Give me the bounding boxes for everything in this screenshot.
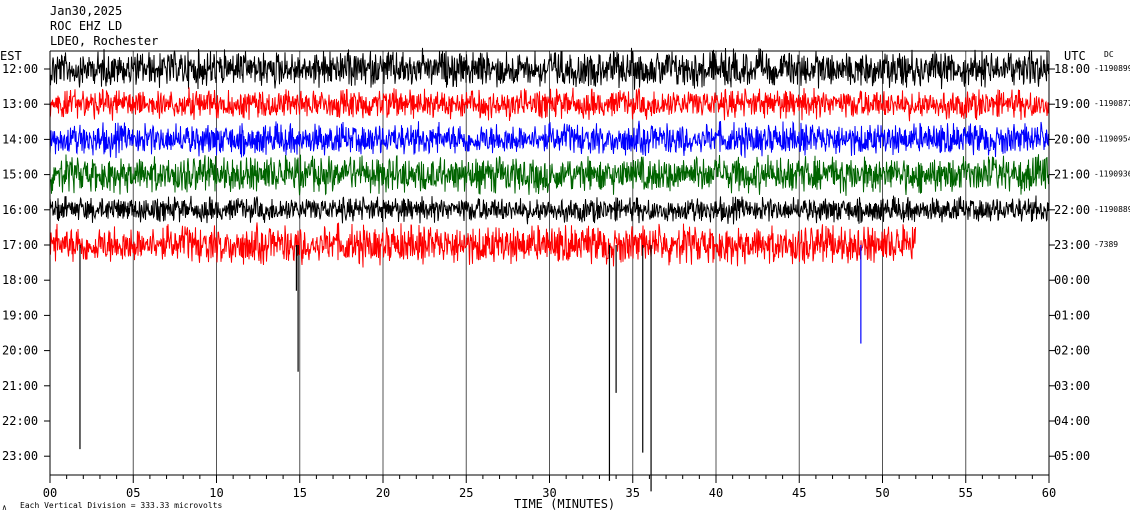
utc-row-label: 00:00 <box>1054 273 1090 287</box>
trace-5 <box>49 222 916 268</box>
trace-4 <box>49 195 1050 225</box>
utc-row-label: 03:00 <box>1054 379 1090 393</box>
utc-row-label: 05:00 <box>1054 449 1090 463</box>
utc-row-label: 18:00 <box>1054 62 1090 76</box>
est-row-label: 18:00 <box>2 273 38 287</box>
trace-1 <box>49 87 1050 122</box>
utc-row-label: 23:00 <box>1054 238 1090 252</box>
est-row-label: 19:00 <box>2 308 38 322</box>
dc-offset-label: -1190954 <box>1094 134 1130 143</box>
dc-offset-label: -1190877 <box>1094 99 1130 108</box>
dc-label: DC <box>1104 50 1114 59</box>
header-date: Jan30,2025 <box>50 4 122 18</box>
est-row-label: 13:00 <box>2 97 38 111</box>
left-axis-label: EST <box>0 49 22 63</box>
x-tick-label: 00 <box>43 486 57 500</box>
utc-row-label: 19:00 <box>1054 97 1090 111</box>
header-station: ROC EHZ LD <box>50 19 122 33</box>
utc-row-label: 01:00 <box>1054 308 1090 322</box>
trace-layer <box>49 47 1050 268</box>
est-row-label: 20:00 <box>2 344 38 358</box>
est-row-label: 17:00 <box>2 238 38 252</box>
est-row-label: 14:00 <box>2 132 38 146</box>
x-tick-label: 55 <box>959 486 973 500</box>
est-row-label: 15:00 <box>2 168 38 182</box>
grid-layer <box>132 51 967 475</box>
right-axis-label: UTC <box>1064 49 1086 63</box>
x-tick-label: 05 <box>126 486 140 500</box>
utc-row-label: 20:00 <box>1054 132 1090 146</box>
dc-offset-label: -1190936 <box>1094 170 1130 179</box>
dc-offset-label: -1190899 <box>1094 64 1130 73</box>
trace-3 <box>49 154 1050 196</box>
x-axis-title: TIME (MINUTES) <box>514 497 615 511</box>
x-tick-label: 60 <box>1042 486 1056 500</box>
dc-offset-label: -1190889 <box>1094 205 1130 214</box>
x-tick-label: 30 <box>542 486 556 500</box>
x-tick-label: 10 <box>209 486 223 500</box>
label-layer: 00 05 10 15 20 25 30 35 40 45 50 55 60 12:00 18:00 -119… <box>2 62 1130 500</box>
trace-2 <box>49 120 1050 159</box>
x-tick-label: 20 <box>376 486 390 500</box>
est-row-label: 21:00 <box>2 379 38 393</box>
dc-offset-label: -7389 <box>1094 240 1118 249</box>
utc-row-label: 22:00 <box>1054 203 1090 217</box>
x-tick-label: 35 <box>626 486 640 500</box>
spike-layer <box>79 245 862 492</box>
x-tick-label: 25 <box>459 486 473 500</box>
x-tick-label: 40 <box>709 486 723 500</box>
trace-0 <box>49 47 1050 90</box>
est-row-label: 12:00 <box>2 62 38 76</box>
x-tick-label: 50 <box>875 486 889 500</box>
est-row-label: 23:00 <box>2 449 38 463</box>
axis-layer <box>44 50 1055 483</box>
x-tick-label: 45 <box>792 486 806 500</box>
utc-row-label: 04:00 <box>1054 414 1090 428</box>
est-row-label: 16:00 <box>2 203 38 217</box>
utc-row-label: 21:00 <box>1054 168 1090 182</box>
scale-icon: ∧ <box>2 503 7 512</box>
scale-note: Each Vertical Division = 333.33 microvol… <box>20 501 222 510</box>
est-row-label: 22:00 <box>2 414 38 428</box>
header-network: LDEO, Rochester <box>50 34 158 48</box>
utc-row-label: 02:00 <box>1054 344 1090 358</box>
x-tick-label: 15 <box>293 486 307 500</box>
